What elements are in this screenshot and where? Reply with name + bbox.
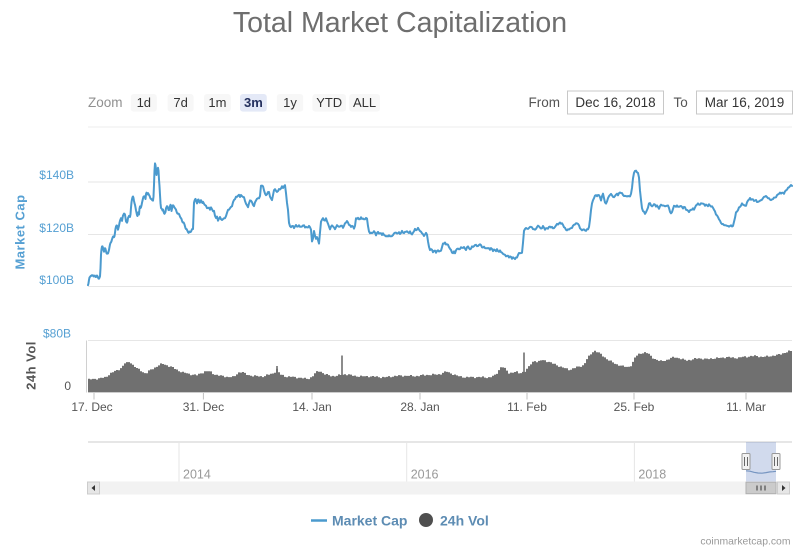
svg-text:28. Jan: 28. Jan	[400, 400, 439, 414]
svg-text:Zoom: Zoom	[88, 95, 123, 110]
svg-text:11. Mar: 11. Mar	[726, 400, 766, 414]
svg-text:11. Feb: 11. Feb	[507, 400, 547, 414]
svg-text:$100B: $100B	[39, 273, 74, 287]
svg-text:$80B: $80B	[43, 327, 71, 341]
svg-text:$140B: $140B	[39, 168, 74, 182]
svg-text:1m: 1m	[208, 95, 226, 110]
svg-text:1y: 1y	[283, 95, 297, 110]
svg-text:0: 0	[64, 379, 71, 393]
svg-text:$120B: $120B	[39, 221, 74, 235]
svg-text:24h Vol: 24h Vol	[440, 513, 489, 529]
svg-text:7d: 7d	[173, 95, 187, 110]
svg-text:17. Dec: 17. Dec	[71, 400, 112, 414]
svg-text:Dec 16, 2018: Dec 16, 2018	[575, 95, 655, 110]
svg-text:YTD: YTD	[316, 95, 342, 110]
svg-text:To: To	[674, 95, 688, 110]
svg-text:25. Feb: 25. Feb	[614, 400, 655, 414]
svg-text:24h Vol: 24h Vol	[24, 341, 39, 390]
svg-text:31. Dec: 31. Dec	[183, 400, 224, 414]
svg-text:1d: 1d	[137, 95, 151, 110]
svg-text:Mar 16, 2019: Mar 16, 2019	[705, 95, 785, 110]
svg-text:14. Jan: 14. Jan	[292, 400, 331, 414]
svg-text:3m: 3m	[244, 95, 263, 110]
svg-text:Market Cap: Market Cap	[13, 194, 28, 269]
svg-text:2014: 2014	[183, 468, 211, 482]
svg-text:2016: 2016	[411, 468, 439, 482]
svg-text:Total Market Capitalization: Total Market Capitalization	[233, 7, 567, 39]
svg-text:ALL: ALL	[353, 95, 376, 110]
svg-text:2018: 2018	[638, 468, 666, 482]
svg-text:coinmarketcap.com: coinmarketcap.com	[700, 537, 790, 548]
svg-text:Market Cap: Market Cap	[332, 513, 407, 529]
svg-text:From: From	[529, 95, 561, 110]
